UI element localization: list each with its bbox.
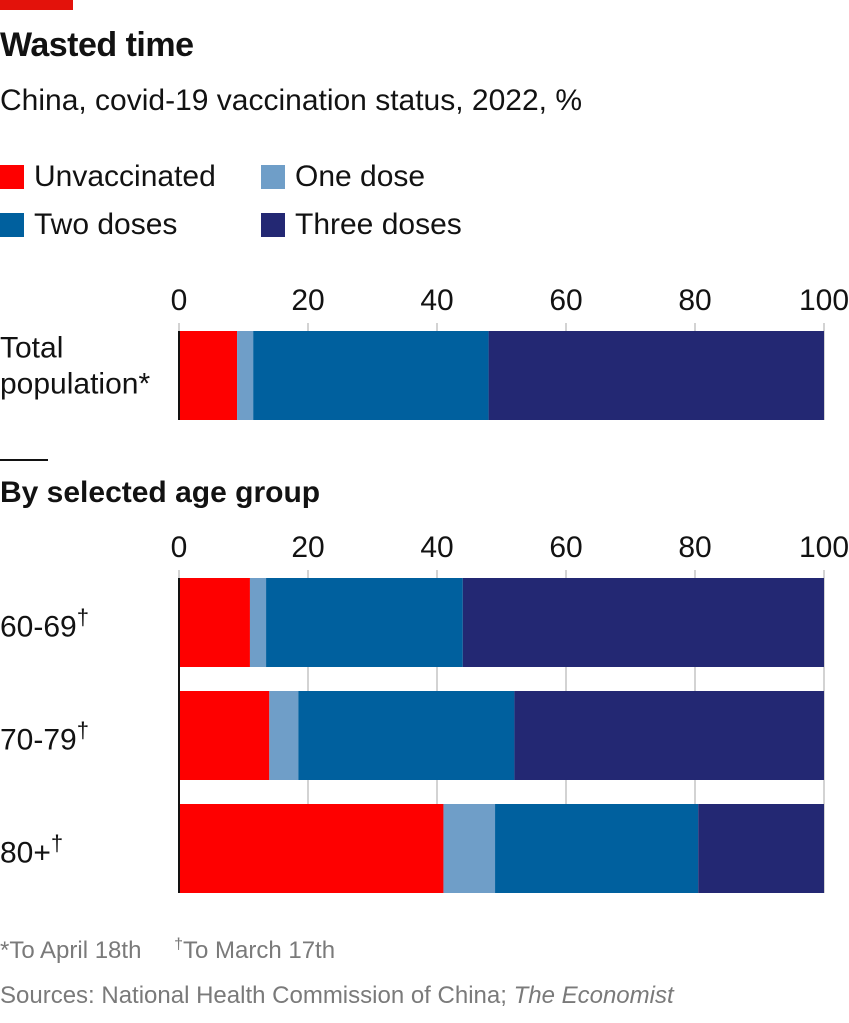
legend-swatch-three-doses <box>261 213 285 237</box>
legend-label-unvaccinated: Unvaccinated <box>34 160 216 193</box>
bar-60-69-three-doses <box>462 578 824 667</box>
bar-60-69-unvaccinated <box>179 578 250 667</box>
footnotes: *To April 18th †To March 17th <box>0 936 335 965</box>
brand-tag <box>0 0 73 10</box>
legend-label-one-dose: One dose <box>295 160 426 193</box>
footnote-march: To March 17th <box>183 937 336 964</box>
bar-60-69-one-dose <box>249 578 267 667</box>
footnote-dagger: † <box>174 936 183 953</box>
tick-label-40: 40 <box>420 531 453 564</box>
tick-label-60: 60 <box>549 284 582 317</box>
category-label-70-79: 70-79† <box>0 718 89 757</box>
bar-70-79-unvaccinated <box>179 691 270 780</box>
category-label-80: 80+† <box>0 831 63 870</box>
tick-label-40: 40 <box>420 284 453 317</box>
bar-80-three-doses <box>698 804 824 893</box>
category-label-60-69: 60-69† <box>0 605 89 644</box>
chart-subtitle: China, covid-19 vaccination status, 2022… <box>0 84 582 117</box>
bar-70-79-three-doses <box>514 691 824 780</box>
legend-item-unvaccinated: Unvaccinated <box>0 160 216 194</box>
tick-label-80: 80 <box>678 284 711 317</box>
total-population-chart: 0 20 40 60 80 100 Total population* <box>0 284 849 420</box>
legend-swatch-unvaccinated <box>0 165 24 189</box>
tick-label-0: 0 <box>171 531 188 564</box>
section-title: By selected age group <box>0 476 321 509</box>
bar-80-two-doses <box>495 804 699 893</box>
bar-70-79-two-doses <box>298 691 515 780</box>
bar-total-population-three-doses <box>488 331 824 420</box>
bar-60-69-two-doses <box>266 578 463 667</box>
bar-total-population-two-doses <box>253 331 489 420</box>
bar-total-population-unvaccinated <box>179 331 238 420</box>
section-divider <box>0 459 48 461</box>
tick-label-100: 100 <box>799 531 849 564</box>
legend-item-two-doses: Two doses <box>0 208 177 242</box>
legend-item-one-dose: One dose <box>261 160 425 194</box>
source-note: Sources: National Health Commission of C… <box>0 982 674 1010</box>
legend-item-three-doses: Three doses <box>261 208 462 242</box>
source-prefix: Sources: National Health Commission of C… <box>0 982 514 1009</box>
tick-label-0: 0 <box>171 284 188 317</box>
tick-label-20: 20 <box>291 531 324 564</box>
legend-swatch-two-doses <box>0 213 24 237</box>
bar-80-unvaccinated <box>179 804 444 893</box>
legend-label-two-doses: Two doses <box>34 208 178 241</box>
age-group-chart: 0 20 40 60 80 100 60-69† 70-79† 80+† <box>0 531 849 893</box>
tick-label-60: 60 <box>549 531 582 564</box>
legend-label-three-doses: Three doses <box>295 208 462 241</box>
footnote-april: *To April 18th <box>0 937 142 964</box>
source-publication: The Economist <box>513 982 674 1009</box>
category-label-total-population: Total population* <box>0 332 150 401</box>
tick-label-80: 80 <box>678 531 711 564</box>
legend-swatch-one-dose <box>261 165 285 189</box>
bar-total-population-one-dose <box>237 331 254 420</box>
tick-label-100: 100 <box>799 284 849 317</box>
bar-80-one-dose <box>443 804 496 893</box>
chart-title: Wasted time <box>0 26 194 64</box>
tick-label-20: 20 <box>291 284 324 317</box>
bar-70-79-one-dose <box>269 691 299 780</box>
